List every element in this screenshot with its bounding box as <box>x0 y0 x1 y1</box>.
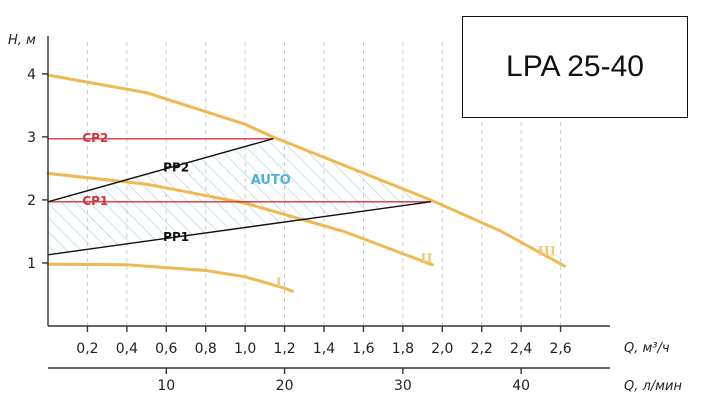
x-tick-label-5: 1,2 <box>273 341 295 357</box>
series-label-cp2: CP2 <box>82 131 108 145</box>
y-tick-label-0: 1 <box>27 256 36 272</box>
series-label-iii: III <box>538 244 556 259</box>
series-label-cp1: CP1 <box>82 194 108 208</box>
x-axis-title: Q, м³/ч <box>624 341 670 356</box>
x-tick-label-7: 1,6 <box>352 341 374 357</box>
series-label-ii: II <box>420 252 432 267</box>
x2-tick-label-0: 10 <box>157 378 175 394</box>
series-line-i <box>46 262 294 293</box>
series-label-pp2: PP2 <box>163 161 189 175</box>
series-line-ii <box>46 171 434 267</box>
series-label-pp1: PP1 <box>163 230 189 244</box>
x-tick-label-1: 0,4 <box>116 341 138 357</box>
x-tick-label-9: 2,0 <box>431 341 453 357</box>
x2-tick-label-2: 30 <box>394 378 412 394</box>
x2-tick-label-3: 40 <box>512 378 530 394</box>
y-axis-title: H, м <box>8 33 36 48</box>
series-line-pp1 <box>47 201 432 256</box>
y-tick-label-2: 3 <box>27 130 36 146</box>
model-label-box: LPA 25-40 <box>462 16 688 118</box>
series-label-i: I <box>276 276 282 291</box>
x2-axis-title: Q, л/мин <box>624 379 682 394</box>
x-tick-label-10: 2,2 <box>471 341 493 357</box>
x-tick-label-2: 0,6 <box>155 341 177 357</box>
chart-lines <box>46 73 566 293</box>
x-tick-label-4: 1,0 <box>234 341 256 357</box>
x-tick-label-6: 1,4 <box>313 341 335 357</box>
x-tick-label-8: 1,8 <box>392 341 414 357</box>
x-tick-label-12: 2,6 <box>549 341 571 357</box>
auto-region-fill <box>48 138 431 255</box>
chart-text: 1 2 3 4 0,2 0,4 0,6 0,8 1,0 1,2 1,4 1,6 1,8 2,0 2,2 2,4… <box>8 33 682 394</box>
x2-tick-label-1: 20 <box>276 378 294 394</box>
x-tick-label-3: 0,8 <box>195 341 217 357</box>
x-tick-label-11: 2,4 <box>510 341 532 357</box>
y-tick-label-3: 4 <box>27 67 36 83</box>
series-line-iii <box>46 73 566 268</box>
axes <box>42 36 610 374</box>
x-tick-label-0: 0,2 <box>76 341 98 357</box>
auto-region <box>48 138 431 255</box>
y-tick-label-1: 2 <box>27 193 36 209</box>
series-line-pp2 <box>47 138 274 203</box>
model-label: LPA 25-40 <box>506 50 644 83</box>
auto-label: AUTO <box>251 173 291 188</box>
